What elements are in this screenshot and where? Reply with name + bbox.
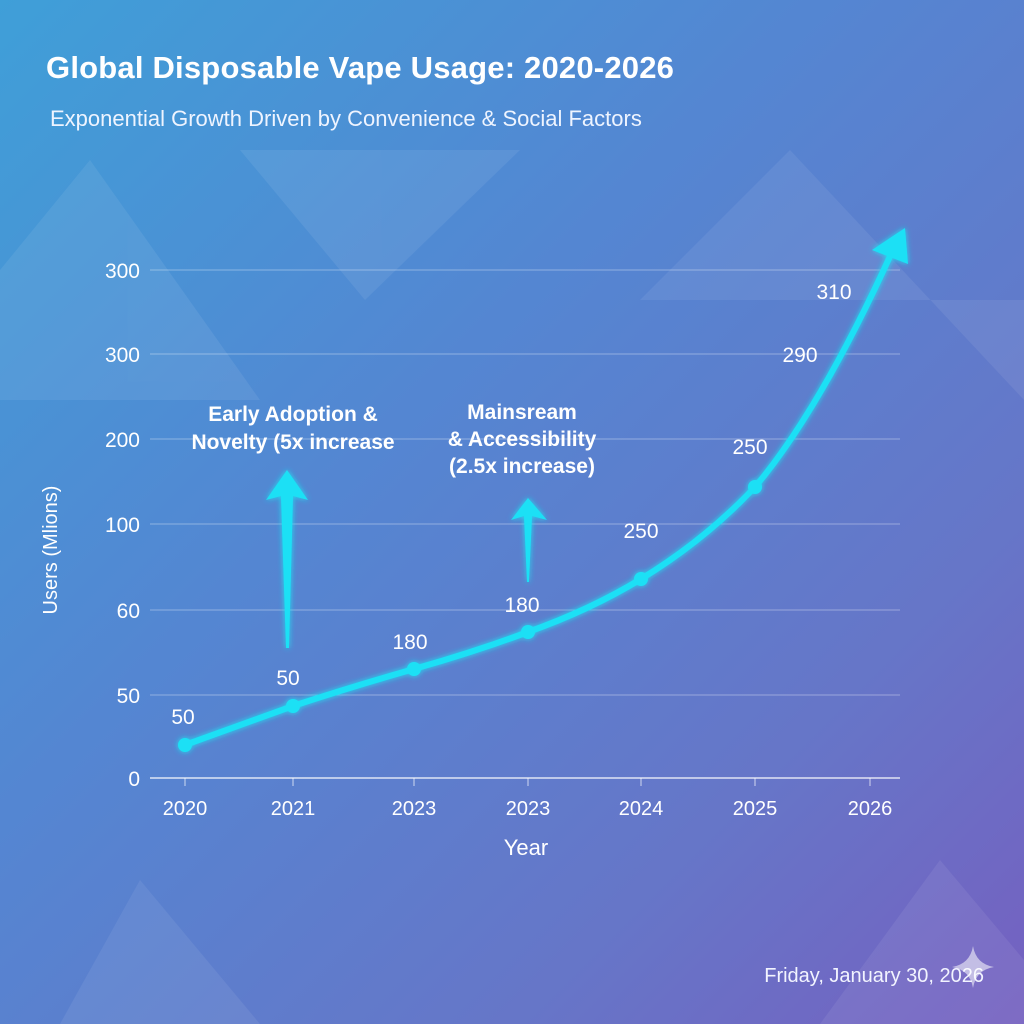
annotation-text: (2.5x increase) [449, 455, 595, 478]
data-label: 180 [392, 631, 427, 654]
x-tick-label: 2023 [506, 798, 551, 820]
annotation-text: Early Adoption & [208, 403, 378, 426]
x-tick-label: 2023 [392, 798, 437, 820]
x-tick-label: 2025 [733, 798, 778, 820]
data-label: 180 [504, 594, 539, 617]
background-triangles [0, 150, 1024, 1024]
x-tick-label: 2020 [163, 798, 208, 820]
y-tick-label: 300 [105, 260, 140, 283]
y-tick-label: 300 [105, 344, 140, 367]
data-label: 250 [732, 436, 767, 459]
y-tick-label: 200 [105, 429, 140, 452]
x-tick-label: 2024 [619, 798, 664, 820]
annotation-text: & Accessibility [448, 428, 597, 451]
data-label: 50 [276, 667, 299, 690]
sparkle-icon [952, 946, 994, 988]
x-tick-label: 2021 [271, 798, 316, 820]
arrow-up-icon [511, 498, 547, 582]
data-point[interactable] [178, 738, 192, 752]
annotation-text: Mainsream [467, 401, 577, 424]
chart-title: Global Disposable Vape Usage: 2020-2026 [46, 50, 675, 85]
y-tick-label: 100 [105, 514, 140, 537]
x-axis-label: Year [504, 835, 548, 860]
chart-subtitle: Exponential Growth Driven by Convenience… [50, 106, 642, 131]
data-point[interactable] [748, 480, 762, 494]
data-label: 50 [171, 706, 194, 729]
data-label: 310 [816, 281, 851, 304]
footer-date: Friday, January 30, 2026 [764, 965, 984, 987]
data-label: 290 [782, 344, 817, 367]
arrow-up-icon [266, 470, 308, 648]
y-tick-label: 60 [117, 600, 140, 623]
growth-arrowhead [872, 228, 908, 264]
data-point[interactable] [634, 572, 648, 586]
y-tick-label: 0 [128, 768, 140, 791]
data-label: 250 [623, 520, 658, 543]
data-point[interactable] [521, 625, 535, 639]
x-tick-label: 2026 [848, 798, 893, 820]
data-point[interactable] [407, 662, 421, 676]
y-tick-label: 50 [117, 685, 140, 708]
y-axis-label: Users (Mlions) [40, 486, 62, 615]
annotation-text: Novelty (5x increase [191, 431, 394, 454]
data-point[interactable] [286, 699, 300, 713]
series-line [182, 249, 895, 748]
